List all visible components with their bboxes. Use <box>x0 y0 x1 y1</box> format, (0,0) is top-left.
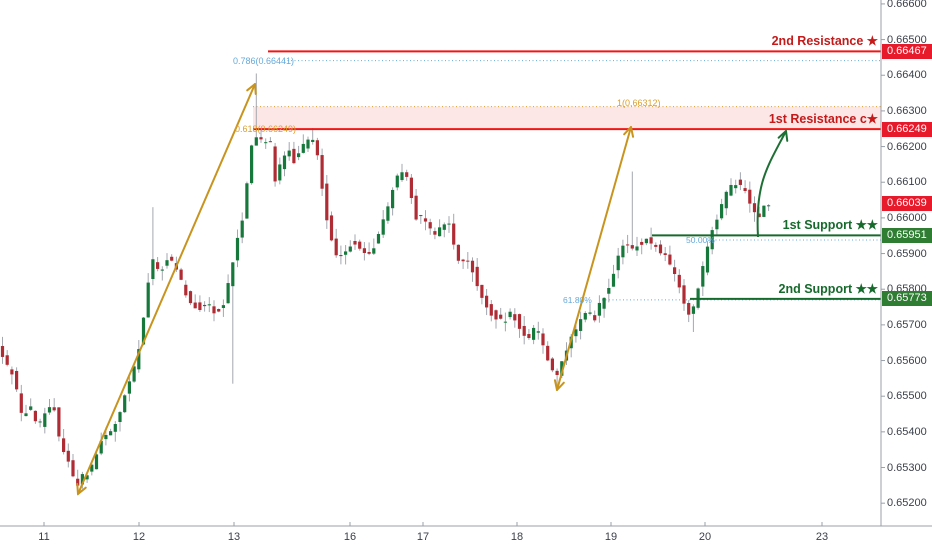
price-badge-resistance-1: 0.66249 <box>882 121 932 137</box>
price-badge-support-1: 0.65951 <box>882 227 932 243</box>
resistance-zone[interactable] <box>253 106 881 130</box>
date-tick-label: 13 <box>227 531 241 543</box>
impulse-arrow-2[interactable] <box>553 126 635 391</box>
price-tick-label: 0.65600 <box>887 354 927 367</box>
fib-label: 50.00% <box>686 234 715 245</box>
price-badge-support-2: 0.65773 <box>882 291 932 307</box>
level-label-resistance-1[interactable]: 1st Resistance c★ <box>768 112 878 127</box>
price-tick-label: 0.66500 <box>887 33 927 46</box>
price-badge-resistance-2: 0.66467 <box>882 43 932 59</box>
impulse-arrow-1[interactable] <box>76 83 257 495</box>
price-badge-current: 0.66039 <box>882 196 932 212</box>
price-tick-label: 0.66000 <box>887 211 927 224</box>
level-label-support-1[interactable]: 1st Support ★★ <box>782 218 878 233</box>
level-label-resistance-2[interactable]: 2nd Resistance ★ <box>771 34 878 49</box>
price-tick-label: 0.65900 <box>887 247 927 260</box>
fib-label: 0.618(0.66249) <box>235 124 297 135</box>
date-tick-label: 19 <box>604 531 618 543</box>
price-tick-label: 0.65500 <box>887 390 927 403</box>
date-tick-label: 18 <box>510 531 524 543</box>
price-tick-label: 0.66600 <box>887 0 927 10</box>
date-tick-label: 12 <box>132 531 146 543</box>
price-tick-label: 0.65700 <box>887 318 927 331</box>
fib-label: 61.80% <box>563 294 592 305</box>
projection-arrow[interactable] <box>756 130 789 238</box>
date-tick-label: 17 <box>416 531 430 543</box>
level-label-support-2[interactable]: 2nd Support ★★ <box>778 281 879 296</box>
date-tick-label: 11 <box>38 531 50 543</box>
price-tick-label: 0.65300 <box>887 461 927 474</box>
price-tick-label: 0.65200 <box>887 497 927 510</box>
price-tick-label: 0.66400 <box>887 69 927 82</box>
axes-frame <box>0 0 932 527</box>
price-tick-label: 0.66200 <box>887 140 927 153</box>
date-tick-label: 16 <box>343 531 357 543</box>
date-tick-label: 20 <box>698 531 712 543</box>
fib-label: 0.786(0.66441) <box>233 55 295 66</box>
price-tick-label: 0.66100 <box>887 176 927 189</box>
candles-group <box>0 73 771 496</box>
price-tick-label: 0.66300 <box>887 104 927 117</box>
date-tick-label: 23 <box>815 531 829 543</box>
fib-label: 1(0.66312) <box>617 97 661 108</box>
price-tick-label: 0.65400 <box>887 425 927 438</box>
